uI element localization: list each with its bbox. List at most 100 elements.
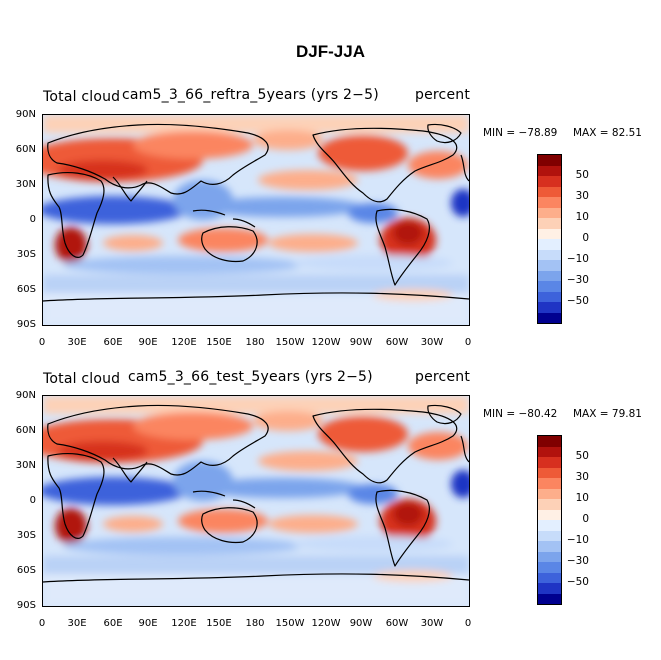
colorbar-swatch [538, 467, 561, 478]
colorbar-swatch [538, 260, 561, 271]
panel-1-colorbar-label: −30 [566, 274, 589, 286]
colorbar-swatch [538, 436, 561, 447]
colorbar-swatch [538, 249, 561, 260]
colorbar-swatch [538, 155, 561, 166]
panel-1-lon-label: 60E [103, 337, 123, 348]
colorbar-swatch [538, 207, 561, 218]
panel-1-lon-label: 30E [67, 337, 87, 348]
panel-1-lon-label: 150W [275, 337, 305, 348]
panel-2-max: MAX = 79.81 [573, 408, 642, 420]
colorbar-swatch [538, 562, 561, 573]
panel-1-lat-label: 30S [16, 249, 36, 260]
panel-2-lat-label: 90N [15, 390, 36, 401]
colorbar-swatch [538, 186, 561, 197]
colorbar-swatch [538, 530, 561, 541]
panel-1-lat-label: 60S [16, 284, 36, 295]
panel-1-lon-label: 0 [464, 337, 472, 348]
panel-2-lon-label: 30E [67, 618, 87, 629]
panel-2-lat-label: 0 [29, 495, 36, 506]
panel-1-colorbar-label: 50 [575, 169, 589, 181]
colorbar-swatch [538, 176, 561, 187]
panel-2-colorbar-label: 0 [582, 513, 589, 525]
panel-2-lon-label: 120W [311, 618, 341, 629]
panel-1-lat-label: 90N [15, 109, 36, 120]
panel-1-lon-label: 90E [138, 337, 158, 348]
panel-2-lat-label: 60S [16, 565, 36, 576]
colorbar-swatch [538, 593, 561, 604]
panel-1-units: percent [415, 87, 471, 103]
colorbar-swatch [538, 572, 561, 583]
panel-2-field: Total cloud [43, 371, 121, 387]
colorbar-swatch [538, 457, 561, 468]
panel-2-lat-label: 30N [15, 460, 36, 471]
panel-1-colorbar-label: −50 [566, 295, 589, 307]
panel-2-lat-label: 60N [15, 425, 36, 436]
map-panel-1: Total cloud cam5_3_66_reftra_5years (yrs… [0, 85, 661, 365]
panel-1-lat-label: 90S [16, 319, 36, 330]
colorbar-swatch [538, 509, 561, 520]
panel-1-min: MIN = −78.89 [483, 127, 558, 139]
map-panel-2: Total cloud cam5_3_66_test_5years (yrs 2… [0, 366, 661, 646]
panel-1-max: MAX = 82.51 [573, 127, 642, 139]
colorbar-swatch [538, 281, 561, 292]
panel-2-lon-label: 0 [38, 618, 46, 629]
panel-2-colorbar-label: 10 [575, 492, 589, 504]
colorbar-swatch [538, 551, 561, 562]
panel-1-field: Total cloud [43, 89, 121, 105]
panel-2-lon-label: 90W [349, 618, 373, 629]
panel-1-lon-label: 60W [385, 337, 409, 348]
panel-2-colorbar-label: −50 [566, 576, 589, 588]
colorbar-swatch [538, 302, 561, 313]
colorbar-swatch [538, 270, 561, 281]
panel-1-colorbar-label: −10 [566, 253, 589, 265]
panel-2-lon-label: 30W [420, 618, 444, 629]
colorbar-swatch [538, 520, 561, 531]
colorbar-swatch [538, 239, 561, 250]
panel-1-lon-label: 180 [245, 337, 265, 348]
colorbar-swatch [538, 228, 561, 239]
colorbar-swatch [538, 218, 561, 229]
panel-2-case: cam5_3_66_test_5years (yrs 2−5) [128, 369, 373, 385]
panel-2-lon-label: 150W [275, 618, 305, 629]
panel-2-lon-label: 0 [464, 618, 472, 629]
panel-1-lon-label: 0 [38, 337, 46, 348]
panel-2-lon-label: 60E [103, 618, 123, 629]
panel-1-map-svg [43, 115, 469, 325]
panel-2-colorbar-label: 50 [575, 450, 589, 462]
panel-2-lon-label: 150E [206, 618, 232, 629]
panel-1-map [42, 114, 470, 326]
panel-2-colorbar-label: 30 [575, 471, 589, 483]
colorbar-swatch [538, 446, 561, 457]
panel-1-lon-label: 30W [420, 337, 444, 348]
panel-2-units: percent [415, 369, 471, 385]
colorbar-swatch [538, 583, 561, 594]
panel-1-colorbar-label: 10 [575, 211, 589, 223]
panel-1-colorbar [537, 154, 562, 324]
colorbar-swatch [538, 312, 561, 323]
panel-1-lat-label: 0 [29, 214, 36, 225]
panel-2-lon-label: 60W [385, 618, 409, 629]
colorbar-swatch [538, 478, 561, 489]
panel-1-lat-label: 60N [15, 144, 36, 155]
panel-2-lat-label: 30S [16, 530, 36, 541]
panel-2-lon-label: 180 [245, 618, 265, 629]
colorbar-swatch [538, 165, 561, 176]
panel-2-lon-label: 90E [138, 618, 158, 629]
colorbar-swatch [538, 291, 561, 302]
colorbar-swatch [538, 541, 561, 552]
panel-1-lat-label: 30N [15, 179, 36, 190]
panel-2-lat-label: 90S [16, 600, 36, 611]
panel-1-lon-label: 120W [311, 337, 341, 348]
panel-1-lon-label: 150E [206, 337, 232, 348]
panel-1-lon-label: 120E [171, 337, 197, 348]
panel-1-colorbar-label: 30 [575, 190, 589, 202]
panel-2-min: MIN = −80.42 [483, 408, 558, 420]
colorbar-swatch [538, 197, 561, 208]
figure-title: DJF-JJA [296, 42, 365, 61]
panel-1-colorbar-label: 0 [582, 232, 589, 244]
colorbar-swatch [538, 488, 561, 499]
panel-2-colorbar-label: −10 [566, 534, 589, 546]
colorbar-swatch [538, 499, 561, 510]
panel-1-case: cam5_3_66_reftra_5years (yrs 2−5) [122, 87, 379, 103]
panel-2-map [42, 395, 470, 607]
